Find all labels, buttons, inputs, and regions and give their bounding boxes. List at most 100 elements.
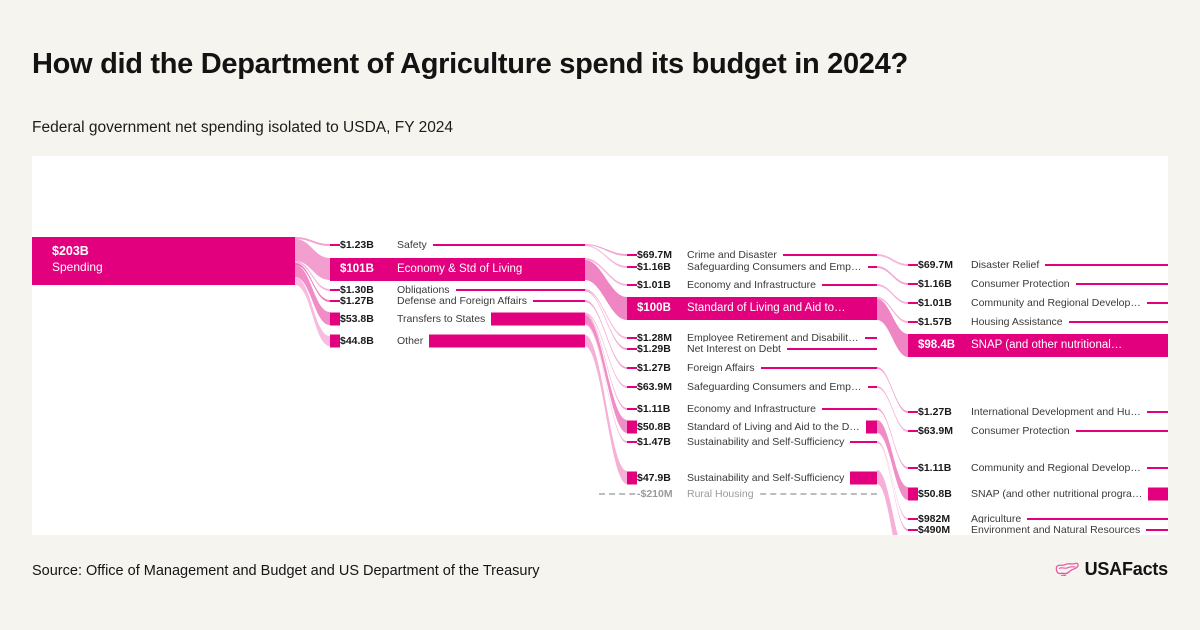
node-label: Economy and Infrastructure [687, 402, 822, 416]
node-standard-of-living-states: $50.8B Standard of Living and Aid to the… [627, 419, 877, 434]
node-value: $1.57B [918, 315, 971, 329]
node-label: Obligations [397, 283, 456, 297]
node-label: Crime and Disaster [687, 248, 783, 262]
node-value: $1.30B [340, 283, 397, 297]
node-value: $982M [918, 512, 971, 526]
node-value: $53.8B [340, 311, 397, 326]
node-value: $101B [340, 263, 374, 275]
node-label: Net Interest on Debt [687, 342, 787, 356]
node-environment-natural-resources: $490M Environment and Natural Resources [908, 523, 1168, 535]
node-label: Safeguarding Consumers and Emp… [687, 380, 868, 394]
node-international-development: $1.27B International Development and Hu… [908, 405, 1168, 419]
node-value: $100B [637, 302, 671, 314]
node-bar [908, 518, 1168, 520]
node-value: $69.7M [918, 258, 971, 272]
node-label: Housing Assistance [971, 315, 1069, 329]
node-label: Agriculture [971, 512, 1028, 526]
brand-name: USAFacts [1084, 559, 1169, 579]
node-other: $44.8B Other [330, 334, 585, 348]
node-value: $1.01B [918, 296, 971, 310]
node-value: $1.23B [340, 238, 397, 252]
node-net-interest-on-debt: $1.29B Net Interest on Debt [627, 342, 877, 356]
node-label: Community and Regional Develop… [971, 461, 1147, 475]
node-label: Community and Regional Develop… [971, 296, 1147, 310]
node-bar [330, 244, 585, 246]
node-value: $1.28M [637, 331, 687, 345]
node-safety: $1.23B Safety [330, 238, 585, 252]
node-safeguarding-consumers-2: $63.9M Safeguarding Consumers and Emp… [627, 380, 877, 394]
node-sustainability-2: $47.9B Sustainability and Self-Sufficien… [627, 470, 877, 485]
node-transfers-to-states: $53.8B Transfers to States [330, 311, 585, 326]
node-value: $69.7M [637, 248, 687, 262]
node-label: Transfers to States [397, 311, 492, 326]
node-label: Other [397, 334, 430, 348]
node-label: Consumer Protection [971, 277, 1076, 291]
node-total-spending: $203B Spending [32, 237, 295, 285]
node-label: Spending [52, 260, 103, 274]
node-value: $50.8B [918, 486, 971, 501]
node-value: $50.8B [637, 419, 687, 434]
node-snap-main: $98.4B SNAP (and other nutritional… [908, 334, 1168, 357]
node-value: $1.16B [918, 277, 971, 291]
node-community-regional-dev-2: $1.11B Community and Regional Develop… [908, 461, 1168, 475]
node-value: $1.16B [637, 260, 687, 274]
node-value: $1.11B [918, 461, 971, 475]
node-label: Employee Retirement and Disabilit… [687, 331, 865, 345]
node-value: $98.4B [918, 339, 956, 351]
node-label: Safety [397, 238, 433, 252]
node-value: $44.8B [340, 334, 397, 348]
node-safeguarding-consumers-1: $1.16B Safeguarding Consumers and Emp… [627, 260, 877, 274]
node-value: $1.27B [340, 294, 397, 308]
node-value: -$210M [637, 487, 687, 501]
node-standard-of-living: $100B Standard of Living and Aid to… [627, 297, 877, 320]
node-label: SNAP (and other nutritional progra… [971, 486, 1149, 501]
node-economy-infrastructure-1: $1.01B Economy and Infrastructure [627, 278, 877, 292]
node-label: SNAP (and other nutritional… [971, 339, 1123, 351]
page-title: How did the Department of Agriculture sp… [32, 48, 908, 80]
node-label: Foreign Affairs [687, 361, 761, 375]
node-disaster-relief: $69.7M Disaster Relief [908, 258, 1168, 272]
node-label: Standard of Living and Aid to… [687, 302, 846, 314]
node-value: $63.9M [918, 424, 971, 438]
node-label: Standard of Living and Aid to the D… [687, 419, 866, 434]
node-value: $1.01B [637, 278, 687, 292]
node-value: $490M [918, 523, 971, 535]
node-value: $47.9B [637, 470, 687, 485]
sankey-chart: $203B Spending $1.23B Safety $101B Econo… [32, 156, 1168, 535]
node-value: $1.47B [637, 435, 687, 449]
node-label: Consumer Protection [971, 424, 1076, 438]
source-note: Source: Office of Management and Budget … [32, 563, 540, 579]
node-obligations: $1.30B Obligations [330, 283, 585, 297]
flow-ribbons [295, 237, 908, 535]
node-defense-foreign-affairs: $1.27B Defense and Foreign Affairs [330, 294, 585, 308]
node-consumer-protection-1: $1.16B Consumer Protection [908, 277, 1168, 291]
node-label: Rural Housing [687, 487, 760, 501]
node-value: $1.27B [918, 405, 971, 419]
node-label: Safeguarding Consumers and Emp… [687, 260, 868, 274]
node-label: International Development and Hu… [971, 405, 1147, 419]
node-label: Disaster Relief [971, 258, 1046, 272]
node-value: $1.11B [637, 402, 687, 416]
node-bar [330, 289, 585, 291]
usafacts-logo: USAFacts [1055, 559, 1168, 580]
node-value: $1.27B [637, 361, 687, 375]
usafacts-map-icon [1055, 562, 1079, 577]
node-employee-retirement: $1.28M Employee Retirement and Disabilit… [627, 331, 877, 345]
node-consumer-protection-2: $63.9M Consumer Protection [908, 424, 1168, 438]
node-economy-std-of-living: $101B Economy & Std of Living [330, 258, 585, 281]
node-label: Economy & Std of Living [397, 263, 523, 275]
node-label: Sustainability and Self-Sufficiency [687, 435, 851, 449]
node-label: Sustainability and Self-Sufficiency [687, 470, 851, 485]
node-agriculture: $982M Agriculture [908, 512, 1168, 526]
node-value: $63.9M [637, 380, 687, 394]
node-value: $1.29B [637, 342, 687, 356]
node-label: Economy and Infrastructure [687, 278, 822, 292]
node-economy-infrastructure-2: $1.11B Economy and Infrastructure [627, 402, 877, 416]
node-crime-and-disaster: $69.7M Crime and Disaster [627, 248, 877, 262]
node-rural-housing: -$210M Rural Housing [599, 487, 877, 501]
node-foreign-affairs: $1.27B Foreign Affairs [627, 361, 877, 375]
node-label: Environment and Natural Resources [971, 523, 1147, 535]
node-snap-states: $50.8B SNAP (and other nutritional progr… [908, 486, 1168, 501]
node-housing-assistance: $1.57B Housing Assistance [908, 315, 1168, 329]
page-subtitle: Federal government net spending isolated… [32, 119, 454, 136]
